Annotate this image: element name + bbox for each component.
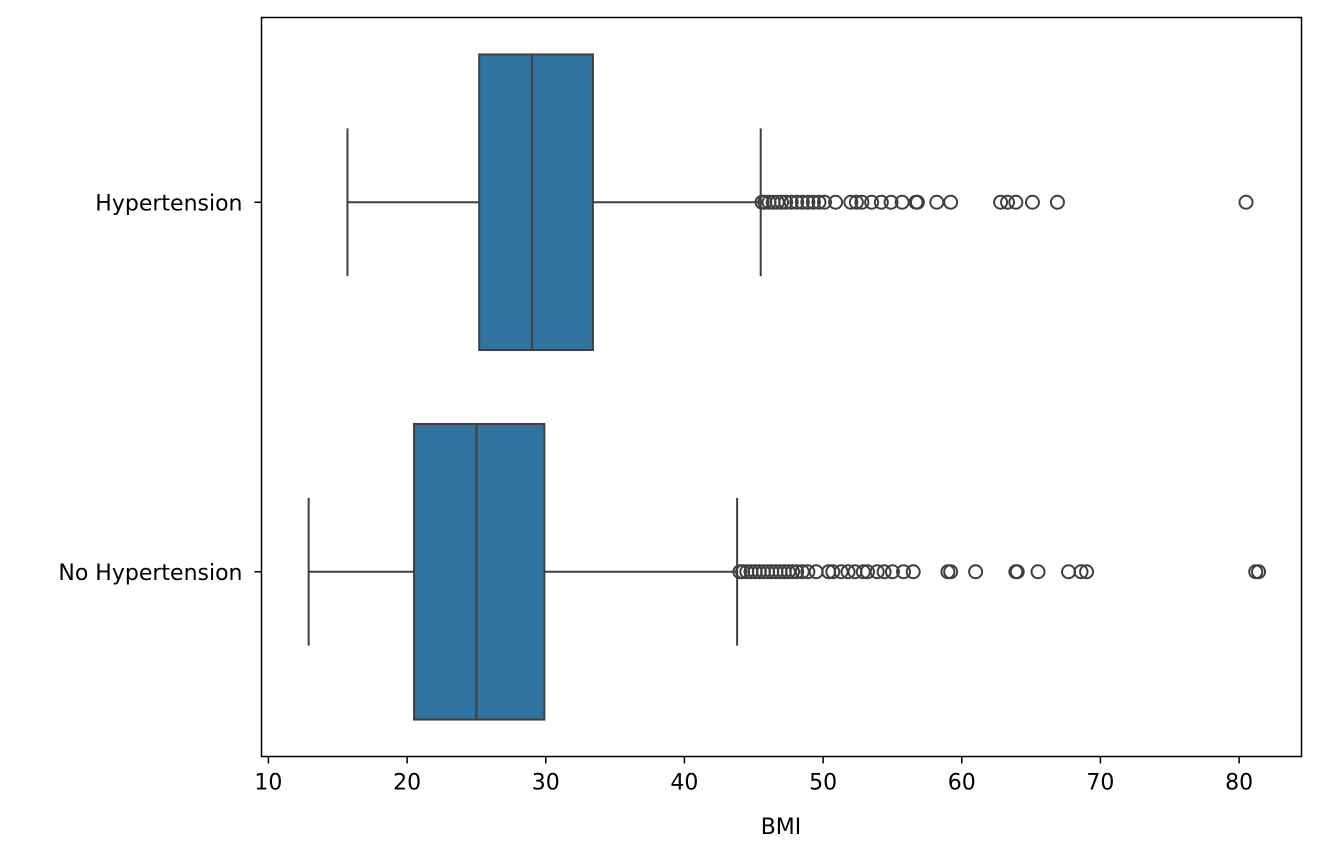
outlier-point bbox=[943, 194, 959, 210]
outlier-point bbox=[905, 564, 921, 580]
outlier-point bbox=[968, 564, 984, 580]
plot-frame bbox=[260, 16, 1303, 758]
outlier-point bbox=[859, 564, 875, 580]
x-tick-label: 60 bbox=[948, 771, 976, 796]
outlier-point bbox=[864, 194, 880, 210]
outlier-point bbox=[883, 194, 899, 210]
x-tick-label: 40 bbox=[670, 771, 698, 796]
x-tick-label: 70 bbox=[1086, 771, 1114, 796]
outlier-point bbox=[785, 564, 801, 580]
outlier-point bbox=[943, 564, 959, 580]
outlier-point bbox=[1009, 564, 1025, 580]
outlier-point bbox=[1049, 194, 1065, 210]
x-tick-label: 50 bbox=[809, 771, 837, 796]
outlier-point bbox=[828, 194, 844, 210]
outlier-point bbox=[869, 564, 885, 580]
outlier-point bbox=[909, 194, 925, 210]
outlier-point bbox=[1073, 564, 1089, 580]
outlier-point bbox=[800, 194, 816, 210]
outlier-point bbox=[854, 194, 870, 210]
x-axis: 10 20 30 40 50 60 70 80 bbox=[254, 756, 1253, 796]
outlier-point bbox=[993, 194, 1009, 210]
outlier-point bbox=[800, 564, 816, 580]
outlier-point bbox=[825, 564, 841, 580]
x-tick-label: 10 bbox=[254, 771, 282, 796]
outlier-point bbox=[794, 194, 810, 210]
outlier-point bbox=[783, 194, 799, 210]
outlier-point bbox=[789, 194, 805, 210]
outlier-point bbox=[1008, 194, 1024, 210]
outlier-point bbox=[1251, 564, 1267, 580]
x-tick-label: 20 bbox=[393, 771, 421, 796]
iqr-box bbox=[413, 422, 546, 721]
outlier-point bbox=[811, 194, 827, 210]
outlier-point bbox=[805, 194, 821, 210]
outlier-point bbox=[873, 194, 889, 210]
y-tick-label: No Hypertension bbox=[58, 561, 242, 586]
outlier-point bbox=[843, 194, 859, 210]
outlier-point bbox=[1238, 194, 1254, 210]
outlier-point bbox=[896, 564, 912, 580]
x-tick-label: 80 bbox=[1225, 771, 1253, 796]
outlier-point bbox=[876, 564, 892, 580]
outlier-point bbox=[1079, 564, 1095, 580]
outlier-point bbox=[848, 194, 864, 210]
x-axis-label: BMI bbox=[761, 815, 802, 840]
chart-marks bbox=[307, 53, 1267, 721]
outlier-point bbox=[1000, 194, 1016, 210]
y-tick-label: Hypertension bbox=[95, 191, 242, 216]
y-axis: Hypertension No Hypertension bbox=[58, 191, 262, 586]
outlier-point bbox=[774, 194, 789, 210]
iqr-box bbox=[478, 53, 594, 352]
x-tick-label: 30 bbox=[532, 771, 560, 796]
outlier-point bbox=[1030, 564, 1046, 580]
outlier-point bbox=[1024, 194, 1040, 210]
outlier-point bbox=[884, 564, 900, 580]
outlier-point bbox=[840, 564, 856, 580]
box-group-1 bbox=[346, 53, 1254, 352]
box-group-2 bbox=[307, 422, 1267, 721]
outlier-point bbox=[789, 564, 805, 580]
outlier-point bbox=[778, 194, 794, 210]
outlier-point bbox=[816, 194, 832, 210]
